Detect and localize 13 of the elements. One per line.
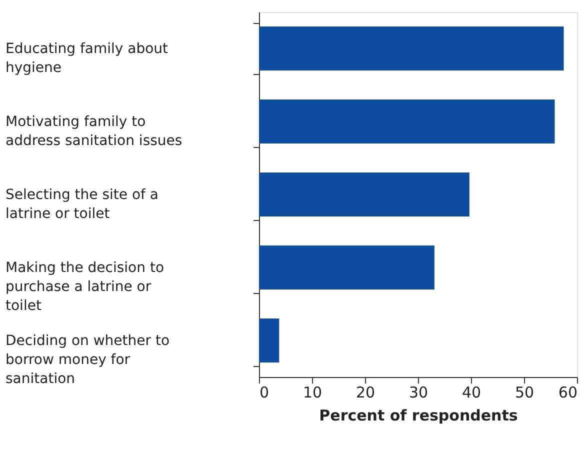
x-tick-label: 40	[462, 384, 482, 402]
y-tick-label: Educating family about hygiene	[6, 41, 169, 76]
x-tick-label: 0	[260, 384, 270, 402]
y-tick-label: Deciding on whether to borrow money for sanitation	[6, 333, 170, 387]
x-tick-label: 10	[302, 384, 322, 402]
y-tick-label: Selecting the site of a latrine or toilet	[6, 187, 158, 222]
x-tick-label: 20	[356, 384, 376, 402]
y-tick-label: Making the decision to purchase a latrine or toilet	[6, 260, 164, 314]
x-axis-title: Percent of respondents	[319, 406, 518, 424]
x-tick-label: 30	[408, 384, 428, 402]
x-tick-label: 60	[558, 384, 578, 402]
x-tick-label: 50	[514, 384, 534, 402]
y-tick-label: Motivating family to address sanitation issues	[6, 114, 182, 149]
